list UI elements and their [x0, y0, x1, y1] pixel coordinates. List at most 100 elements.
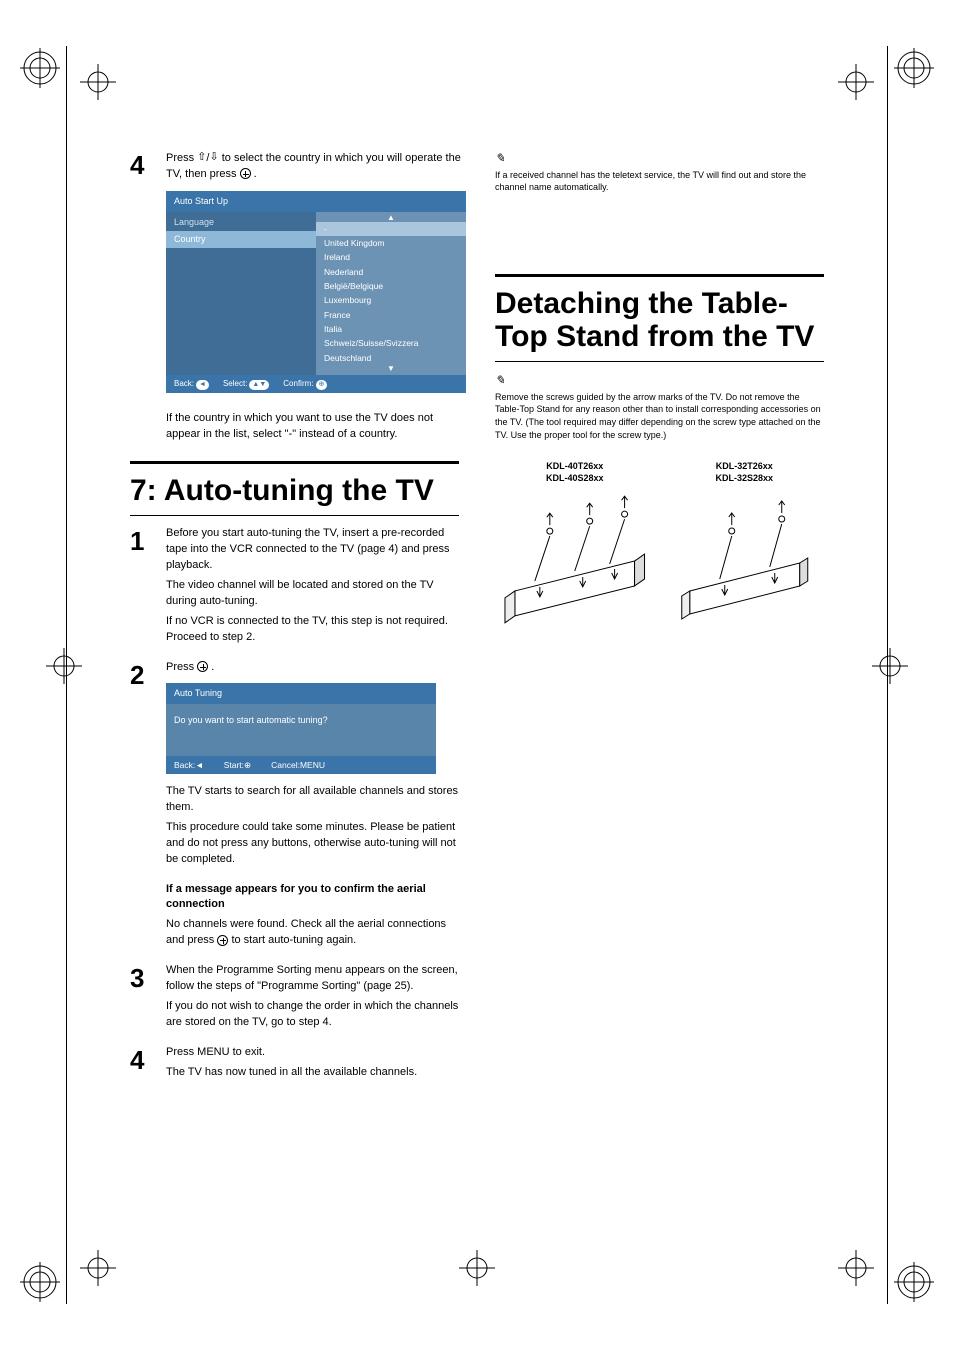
text: Press	[166, 152, 197, 164]
registration-mark-tl	[20, 48, 60, 88]
menu-item-country: Country	[166, 231, 316, 248]
stand-removal-note: ✎ Remove the screws guided by the arrow …	[495, 372, 824, 441]
step-body: Before you start auto-tuning the TV, ins…	[166, 526, 459, 650]
dialog-footer: Back:◄ Start:⊕ Cancel:MENU	[166, 756, 436, 774]
step-4-country: 4 Press ⇧/⇩ to select the country in whi…	[130, 150, 459, 447]
teletext-note: ✎ If a received channel has the teletext…	[495, 150, 824, 194]
country-option: Deutschland	[316, 351, 466, 365]
footer-select: Select:	[223, 379, 247, 388]
crosshair-bl	[80, 1250, 116, 1286]
text: .	[254, 168, 257, 180]
stand-illustration-40	[495, 491, 655, 641]
left-column: 4 Press ⇧/⇩ to select the country in whi…	[130, 150, 459, 1095]
text: to start auto-tuning again.	[231, 934, 356, 946]
text: The video channel will be located and st…	[166, 578, 459, 610]
crosshair-tr	[838, 64, 874, 100]
text: Remove the screws guided by the arrow ma…	[495, 392, 821, 440]
auto-tuning-dialog: Auto Tuning Do you want to start automat…	[166, 683, 436, 773]
footer-cancel: Cancel:	[271, 760, 300, 770]
scroll-up-icon: ▲	[316, 214, 466, 222]
country-option: Schweiz/Suisse/Svizzera	[316, 336, 466, 350]
text: Before you start auto-tuning the TV, ins…	[166, 526, 459, 574]
menu-button-icon: MENU	[300, 760, 325, 770]
enter-icon	[217, 935, 228, 946]
step-number: 2	[130, 660, 154, 954]
footer-back: Back:	[174, 760, 195, 770]
menu-left-pane: Language Country	[166, 212, 316, 375]
back-icon: ◄	[195, 760, 203, 770]
country-option: Luxembourg	[316, 293, 466, 307]
text: If no VCR is connected to the TV, this s…	[166, 614, 459, 646]
back-icon: ◄	[196, 380, 209, 390]
step-body: Press . Auto Tuning Do you want to start…	[166, 660, 459, 954]
arrow-up-icon: ⇧	[197, 150, 206, 166]
note-icon: ✎	[495, 372, 505, 389]
step-body: Press MENU to exit. The TV has now tuned…	[166, 1045, 459, 1085]
menu-title: Auto Start Up	[166, 191, 466, 212]
note-icon: ✎	[495, 150, 505, 167]
crosshair-tl	[80, 64, 116, 100]
enter-icon	[197, 661, 208, 672]
registration-mark-bl	[20, 1262, 60, 1302]
text: The TV has now tuned in all the availabl…	[166, 1065, 459, 1081]
country-option: France	[316, 308, 466, 322]
enter-icon	[240, 168, 251, 179]
stand-figure-32: KDL-32T26xx KDL-32S28xx	[665, 461, 825, 645]
page-content: 4 Press ⇧/⇩ to select the country in whi…	[130, 150, 824, 1095]
country-option: -	[316, 222, 466, 236]
footer-back: Back:	[174, 379, 194, 388]
country-option: United Kingdom	[316, 236, 466, 250]
right-column: ✎ If a received channel has the teletext…	[495, 150, 824, 1095]
step-number: 4	[130, 150, 154, 447]
text: Press	[166, 661, 197, 673]
country-option: Italia	[316, 322, 466, 336]
text: When the Programme Sorting menu appears …	[166, 963, 459, 995]
dialog-body: Do you want to start automatic tuning?	[166, 704, 436, 755]
auto-startup-menu: Auto Start Up Language Country ▲ - Unite…	[166, 191, 466, 393]
heading-detaching-stand: Detaching the Table-Top Stand from the T…	[495, 274, 824, 362]
figure-caption: KDL-32T26xx KDL-32S28xx	[665, 461, 825, 484]
text: The TV starts to search for all availabl…	[166, 784, 459, 816]
registration-mark-br	[894, 1262, 934, 1302]
step-number: 1	[130, 526, 154, 650]
step-2-autotune: 2 Press . Auto Tuning Do you want to sta…	[130, 660, 459, 954]
stand-figure-40: KDL-40T26xx KDL-40S28xx	[495, 461, 655, 645]
crosshair-br	[838, 1250, 874, 1286]
country-fallback-note: If the country in which you want to use …	[166, 411, 466, 443]
select-icon: ▲▼	[249, 380, 269, 390]
stand-illustration-32	[665, 491, 825, 641]
registration-mark-tr	[894, 48, 934, 88]
country-option: Ireland	[316, 250, 466, 264]
crosshair-bc	[459, 1250, 495, 1286]
scroll-down-icon: ▼	[316, 365, 466, 373]
menu-right-pane: ▲ - United Kingdom Ireland Nederland Bel…	[316, 212, 466, 375]
country-option: Nederland	[316, 265, 466, 279]
arrow-down-icon: ⇩	[209, 150, 218, 166]
text: This procedure could take some minutes. …	[166, 820, 459, 868]
footer-start: Start:	[224, 760, 244, 770]
step-1-autotune: 1 Before you start auto-tuning the TV, i…	[130, 526, 459, 650]
step-3-sorting: 3 When the Programme Sorting menu appear…	[130, 963, 459, 1035]
figure-caption: KDL-40T26xx KDL-40S28xx	[495, 461, 655, 484]
country-option: België/Belgique	[316, 279, 466, 293]
text: If a received channel has the teletext s…	[495, 170, 806, 193]
dialog-title: Auto Tuning	[166, 683, 436, 704]
text: If you do not wish to change the order i…	[166, 999, 459, 1031]
step-body: Press ⇧/⇩ to select the country in which…	[166, 150, 466, 447]
step-number: 4	[130, 1045, 154, 1085]
start-icon: ⊕	[244, 760, 251, 770]
confirm-icon: ⊕	[316, 380, 328, 390]
crosshair-mr	[872, 648, 908, 684]
step-number: 3	[130, 963, 154, 1035]
dialog-question: Do you want to start automatic tuning?	[174, 715, 328, 725]
menu-footer: Back:◄ Select:▲▼ Confirm:⊕	[166, 375, 466, 393]
crosshair-ml	[46, 648, 82, 684]
menu-item-language: Language	[166, 214, 316, 231]
stand-figures: KDL-40T26xx KDL-40S28xx	[495, 461, 824, 645]
footer-confirm: Confirm:	[283, 379, 313, 388]
step-body: When the Programme Sorting menu appears …	[166, 963, 459, 1035]
text: Press MENU to exit.	[166, 1045, 459, 1061]
step-4-exit: 4 Press MENU to exit. The TV has now tun…	[130, 1045, 459, 1085]
heading-auto-tuning: 7: Auto-tuning the TV	[130, 461, 459, 516]
aerial-confirm-heading: If a message appears for you to confirm …	[166, 882, 459, 914]
